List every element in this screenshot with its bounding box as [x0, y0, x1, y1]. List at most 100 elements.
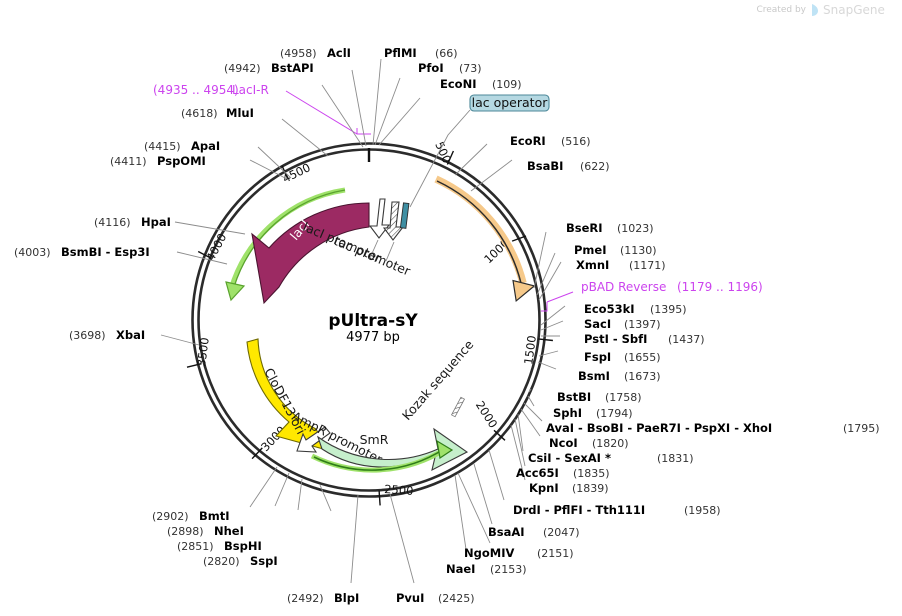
page-title: pUltra-sY [328, 311, 418, 331]
enzyme-position: (1673) [624, 370, 661, 383]
tick-label: 2500 [384, 482, 414, 498]
feature-lacI: lacI [225, 187, 370, 305]
enzyme-position: (2153) [490, 563, 527, 576]
enzyme-XbaI: (3698) XbaI [69, 328, 145, 342]
enzyme-PmeI: PmeI (1130) [574, 243, 657, 257]
leader-AclI [351, 69, 367, 147]
leader-BsaBI [470, 159, 513, 192]
enzyme-name: EcoNI [440, 77, 476, 91]
lacI-halo-line [233, 189, 346, 288]
leader-ApaI [257, 146, 292, 179]
enzyme-BstAPI: (4942) BstAPI [224, 61, 314, 75]
plasmid-backbone [191, 142, 547, 498]
leader-EcoNI [378, 97, 421, 146]
enzyme-MluI: (4618) MluI [181, 106, 254, 120]
enzyme-name: MluI [226, 106, 254, 120]
LacI-R-leader [285, 90, 358, 135]
enzyme-SacI: SacI (1397) [584, 317, 661, 331]
leader-PvuI [389, 493, 415, 584]
pBAD-Reverse-marker [541, 302, 548, 312]
ruler-tick-2500: 2500 [378, 482, 414, 506]
enzyme-name: BspHI [224, 539, 262, 553]
tick-mark [378, 490, 381, 506]
enzyme-position: (1958) [684, 504, 721, 517]
Kozak-sequence-bar [450, 396, 466, 418]
enzyme-name: XmnI [576, 258, 609, 272]
enzyme-position: (1820) [592, 437, 629, 450]
enzyme-name: NaeI [446, 562, 475, 576]
leader-AvaI [523, 402, 543, 422]
enzyme-name: NcoI [549, 436, 578, 450]
enzyme-SspI: (2820) SspI [203, 554, 278, 568]
enzyme-position: (2902) [152, 510, 189, 523]
enzyme-position: (4411) [110, 155, 147, 168]
leader-Acc65I [514, 418, 526, 467]
plasmid-size: 4977 bp [346, 330, 400, 345]
enzyme-BmtI: (2902) BmtI [152, 509, 230, 523]
enzyme-position: (4003) [14, 246, 51, 259]
enzyme-position: (1023) [617, 222, 654, 235]
enzyme-NheI: (2898) NheI [167, 524, 244, 538]
enzyme-KpnI: KpnI (1839) [529, 481, 609, 495]
enzyme-name: CsiI - SexAI * [528, 451, 611, 465]
LacI-R-range: (4935 .. 4954) [153, 83, 239, 97]
primer-LacI-R: (4935 .. 4954) LacI-R [153, 83, 371, 135]
snapgene-logo-icon [812, 4, 818, 16]
leader-FspI [538, 350, 559, 357]
pBAD-Reverse-range: (1179 .. 1196) [677, 280, 763, 294]
enzyme-name: NheI [214, 524, 244, 538]
tick-label: 3500 [194, 337, 212, 368]
lac-operator-bar [399, 202, 410, 229]
enzyme-name: EcoRI [510, 134, 546, 148]
snapgene-credit: Created by SnapGene [756, 3, 884, 17]
enzyme-name: BmtI [199, 509, 230, 523]
enzyme-name: BsmI [578, 369, 610, 383]
enzyme-name: XbaI [116, 328, 145, 342]
leader-BsaAI [473, 463, 493, 525]
SmR-halo-arrowhead [436, 439, 454, 460]
enzyme-name: BstBI [557, 390, 591, 404]
enzyme-position: (1397) [624, 318, 661, 331]
tick-mark [197, 250, 212, 260]
enzyme-name: AclI [327, 46, 351, 60]
enzyme-BsmI: BsmI (1673) [578, 369, 661, 383]
leader-BseRI [533, 231, 547, 289]
enzyme-position: (1437) [668, 333, 705, 346]
enzyme-position: (2151) [537, 547, 574, 560]
enzyme-PvuI: PvuI (2425) [396, 591, 475, 605]
ruler-tick-3500: 3500 [186, 337, 212, 368]
feature-SmR: SmR [310, 427, 469, 473]
credit-text: Created by [756, 5, 806, 15]
enzyme-position: (2047) [543, 526, 580, 539]
enzyme-BspHI: (2851) BspHI [177, 539, 262, 553]
leader-SphI [527, 395, 535, 407]
feature-arc-orange [434, 175, 536, 303]
leader-CsiI [517, 413, 524, 452]
enzyme-position: (1839) [572, 482, 609, 495]
enzyme-position: (1835) [573, 467, 610, 480]
enzyme-position: (2851) [177, 540, 214, 553]
leader-BmtI [249, 466, 278, 508]
leader-EcoRI [454, 143, 488, 176]
enzyme-NaeI: NaeI (2153) [446, 562, 527, 576]
enzyme-position: (2492) [287, 592, 324, 605]
enzyme-name: Eco53kI [584, 302, 635, 316]
enzyme-PspOMI: (4411) PspOMI [110, 154, 206, 168]
enzyme-position: (1831) [657, 452, 694, 465]
leader-SacI [540, 320, 564, 331]
enzyme-name: SacI [584, 317, 611, 331]
leader-PmeI [536, 252, 556, 296]
lac-operator-label-box [469, 94, 550, 112]
enzyme-name: FspI [584, 350, 611, 364]
enzyme-position: (1395) [650, 303, 687, 316]
SmR-halo-line [313, 448, 445, 471]
leader-MluI [281, 118, 329, 157]
enzyme-name: PspOMI [157, 154, 206, 168]
enzyme-ApaI: (4415) ApaI [144, 139, 220, 153]
enzyme-name: PvuI [396, 591, 424, 605]
enzyme-name: PfoI [418, 61, 444, 75]
tick-mark [251, 447, 263, 460]
tick-mark [446, 150, 455, 165]
